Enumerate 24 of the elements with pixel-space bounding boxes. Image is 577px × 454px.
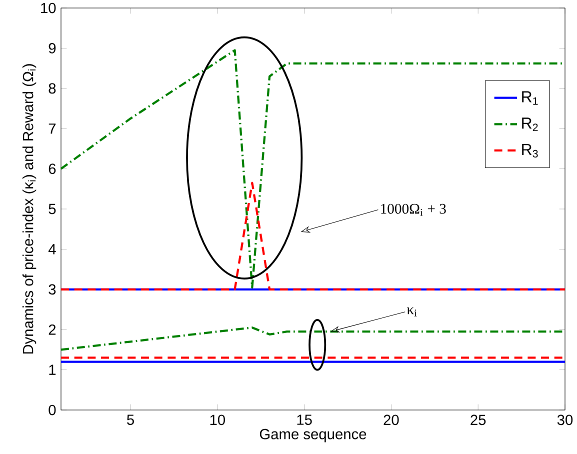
x-axis-title: Game sequence	[260, 428, 366, 442]
y-tick-label: 0	[48, 404, 56, 416]
x-tick-label: 5	[127, 414, 134, 425]
legend-label: R$_{2}$	[522, 118, 538, 132]
y-axis-title: Dynamics of price-index (κ$_{i}$) and Reward (Ω$_{i}$)	[22, 64, 36, 354]
legend-label: R$_{3}$	[522, 144, 538, 158]
annotation: κ$_{i}$	[406, 307, 417, 316]
x-tick-label: 10	[210, 414, 225, 426]
y-tick-label: 5	[48, 204, 56, 214]
y-tick-label: 4	[48, 244, 56, 254]
y-tick-label: 8	[48, 83, 56, 94]
x-tick-label: 15	[297, 414, 312, 425]
y-tick-label: 7	[48, 124, 56, 134]
y-tick-label: 2	[48, 324, 56, 335]
annotation: 1000Ω$_{i}$ + 3	[381, 204, 446, 216]
x-tick-label: 20	[384, 414, 399, 426]
y-tick-label: 6	[48, 164, 56, 174]
y-tick-label: 3	[48, 284, 56, 295]
y-tick-label: 10	[41, 2, 56, 14]
y-tick-label: 9	[48, 43, 56, 54]
x-tick-label: 30	[557, 414, 573, 426]
legend-label: R$_{1}$	[522, 91, 538, 105]
y-tick-label: 1	[49, 364, 56, 375]
x-tick-label: 25	[470, 414, 486, 426]
